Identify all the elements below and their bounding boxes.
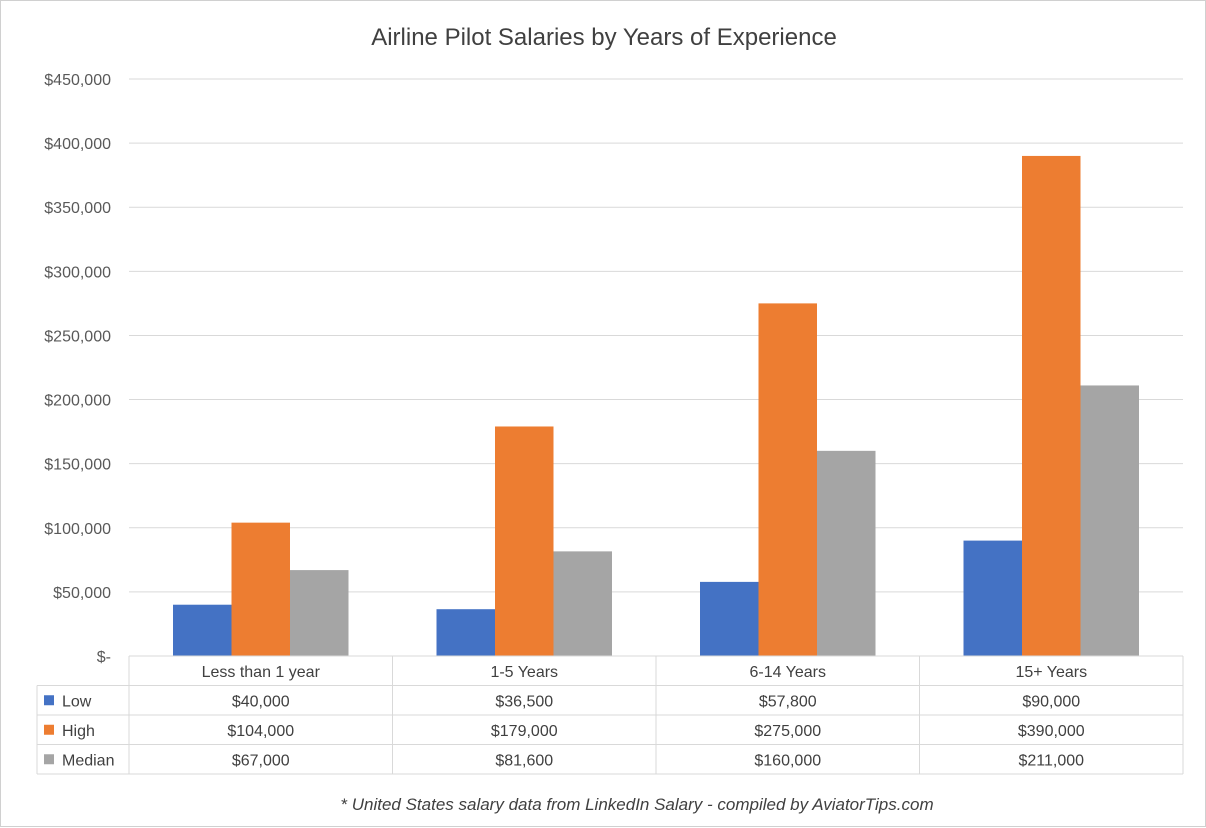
table-cell-value: $40,000 bbox=[232, 693, 290, 710]
y-tick-label: $50,000 bbox=[53, 585, 111, 602]
table-cell-value: $160,000 bbox=[754, 752, 821, 769]
legend-label-low: Low bbox=[62, 693, 92, 710]
table-cell-value: $90,000 bbox=[1022, 693, 1080, 710]
category-label: Less than 1 year bbox=[202, 664, 321, 681]
table-cell-value: $67,000 bbox=[232, 752, 290, 769]
bar-high bbox=[495, 426, 554, 656]
legend-swatch-median bbox=[44, 754, 54, 765]
y-axis-ticks: $- $50,000 $100,000 $150,000 $200,000 $250,00… bbox=[44, 72, 111, 666]
y-tick-label: $100,000 bbox=[44, 521, 111, 538]
table-cell-value: $36,500 bbox=[495, 693, 553, 710]
category-label: 1-5 Years bbox=[490, 664, 558, 681]
bar-low bbox=[173, 604, 232, 656]
y-tick-label: $400,000 bbox=[44, 136, 111, 153]
category-label: 15+ Years bbox=[1015, 664, 1087, 681]
legend-label-high: High bbox=[62, 723, 95, 740]
table-cell-value: $390,000 bbox=[1018, 723, 1085, 740]
legend-swatch-high bbox=[44, 724, 54, 735]
table-cell-value: $179,000 bbox=[491, 723, 558, 740]
table-cell-value: $57,800 bbox=[759, 693, 817, 710]
legend-swatch-low bbox=[44, 695, 54, 706]
footnote: * United States salary data from LinkedI… bbox=[340, 795, 933, 814]
legend-label-median: Median bbox=[62, 752, 114, 769]
bar-low bbox=[963, 540, 1022, 656]
y-tick-label: $350,000 bbox=[44, 200, 111, 217]
bar-low bbox=[700, 581, 759, 656]
bar-median bbox=[1080, 385, 1139, 656]
bar-median bbox=[290, 570, 349, 656]
table-cell-value: $104,000 bbox=[227, 723, 294, 740]
y-tick-label: $- bbox=[97, 649, 111, 666]
bar-low bbox=[436, 609, 495, 656]
table-cell-value: $211,000 bbox=[1018, 752, 1084, 769]
bar-high bbox=[231, 522, 290, 656]
bar-median bbox=[553, 551, 612, 656]
table-cell-value: $81,600 bbox=[495, 752, 553, 769]
y-tick-label: $250,000 bbox=[44, 328, 111, 345]
y-tick-label: $300,000 bbox=[44, 264, 111, 281]
bar-median bbox=[817, 450, 876, 656]
y-tick-label: $150,000 bbox=[44, 457, 111, 474]
bars bbox=[173, 155, 1139, 656]
y-tick-label: $200,000 bbox=[44, 393, 111, 410]
data-table: Less than 1 year 1-5 Years 6-14 Years 15+ Y… bbox=[36, 655, 1184, 775]
category-label: 6-14 Years bbox=[749, 664, 826, 681]
chart-title: Airline Pilot Salaries by Years of Exper… bbox=[371, 24, 837, 51]
table-cell-value: $275,000 bbox=[754, 723, 821, 740]
bar-high bbox=[1022, 155, 1081, 656]
bar-high bbox=[758, 303, 817, 656]
y-tick-label: $450,000 bbox=[44, 72, 111, 89]
